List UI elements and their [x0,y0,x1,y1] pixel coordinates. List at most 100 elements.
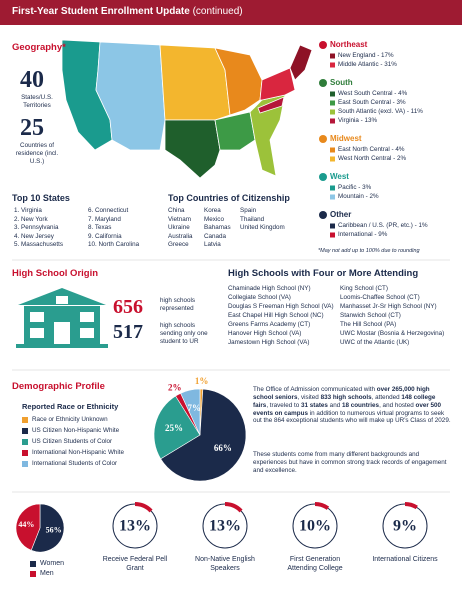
state-item: 3. Pennsylvania [14,224,59,231]
ring-caption: Non-Native English Speakers [195,556,255,572]
header-bar [0,0,462,25]
region-name: Midwest [330,134,362,143]
school-item: Hanover High School (VA) [228,330,302,337]
icon-window [30,328,44,338]
icon-window [80,312,94,322]
state-item: 10. North Carolina [88,241,140,248]
gender-slice [30,503,65,553]
school-item: Loomis-Chaffee School (CT) [340,294,420,301]
region-item: West North Central - 2% [338,155,407,162]
country-item: United Kingdom [240,224,285,231]
region-item: East North Central - 4% [338,146,405,153]
state-item: 5. Massachusetts [14,241,63,248]
gender-slice-label: 56% [46,525,62,534]
region-item: East South Central - 3% [338,99,406,106]
pie-slice-label: 2% [168,382,182,392]
paragraph-run: , traveled to [266,401,301,409]
region-name: South [330,78,353,87]
legend-label: US Citizen Non-Hispanic White [32,427,120,434]
ring-label: 13% [119,518,151,535]
subtitle: (continued) [192,6,243,17]
school-item: Collegiate School (VA) [228,294,291,301]
ring-arc [381,502,429,550]
region-dot [319,135,327,143]
paragraph-run: These students come from many different … [253,451,447,474]
pie-slice-label: 66% [214,443,232,453]
stat-label: Countries of residence (incl. U.S.) [15,142,59,165]
school-item: Greens Farms Academy (CT) [228,321,311,328]
header-title: First-Year Student Enrollment Update (co… [12,6,243,19]
legend-label: Women [40,560,64,567]
region-item: South Atlantic (excl. VA) - 11% [338,108,423,115]
paragraph-run: 148 college fairs [253,393,436,409]
school-item: Chaminade High School (NY) [228,285,311,292]
legend-swatch [330,232,335,238]
school-item: Douglas S Freeman High School (VA) [228,303,334,310]
legend-swatch [330,118,335,124]
legend-swatch [330,62,335,68]
country-item: China [168,207,185,214]
legend-swatch [22,450,28,456]
section-title: Demographic Profile [12,381,105,392]
subsection-title: Reported Race or Ethnicity [22,402,119,411]
stat-label: States/U.S. Territories [21,94,53,109]
icon-window [56,296,68,304]
section-title: High Schools with Four or More Attending [228,268,419,279]
paragraph-run: The Office of Admission communicated wit… [253,386,377,393]
gender-slice-label: 44% [18,520,34,529]
paragraph-run: 833 high schools [320,393,372,401]
region-item: Caribbean / U.S. (PR, etc.) - 1% [338,222,428,229]
legend-swatch [30,571,36,577]
legend-swatch [22,428,28,434]
paragraph-run: , and hosted [379,401,416,409]
legend-label: International Non-Hispanic White [32,449,125,456]
section-title: Top Countries of Citizenship [168,193,290,203]
map-virginia [257,96,285,114]
stat-value: 25 [20,115,44,141]
pie-slice [153,395,201,460]
country-item: Thailand [240,215,265,223]
legend-swatch [22,439,28,445]
paragraph-run: over 265,000 high school seniors [253,386,430,401]
region-dot [319,173,327,181]
icon-base [16,344,108,348]
ring-label: 13% [209,518,241,535]
icon-window [30,312,44,322]
country-item: Ukraine [168,224,190,231]
section-title: Geography* [12,42,66,53]
paragraph-run: 31 states [300,401,328,409]
region-item: New England - 17% [338,52,394,59]
region-dot [319,79,327,87]
paragraph-run: , visited [297,393,321,401]
stat-value: 656 [113,296,143,318]
region-dot [319,211,327,219]
paragraph: These students come from many different … [253,451,451,475]
state-item: 7. Maryland [88,215,121,223]
region-name: West [330,172,349,181]
country-item: Latvia [204,241,221,248]
country-item: Australia [168,232,193,240]
legend-swatch [22,461,28,467]
pie-slice-label: 1% [195,376,209,386]
legend-swatch [330,156,335,162]
stat-value: 517 [113,321,143,343]
region-name: Other [330,210,352,219]
school-item: East Chapel Hill High School (NC) [228,312,324,319]
school-item: UWC of the Atlantic (UK) [340,339,410,346]
region-item: West South Central - 4% [338,90,408,97]
legend-swatch [330,194,335,200]
icon-door [54,322,70,344]
map-middle-atlantic [259,67,296,101]
school-item: Jamestown High School (VA) [228,339,310,346]
state-item: 8. Texas [88,224,112,231]
section-title: High School Origin [12,268,99,279]
region-dot [319,41,327,49]
state-item: 6. Connecticut [88,207,129,214]
ring-label: 9% [393,518,417,535]
map-east-north-central [214,47,263,116]
legend-swatch [330,100,335,106]
legend-swatch [30,561,36,567]
